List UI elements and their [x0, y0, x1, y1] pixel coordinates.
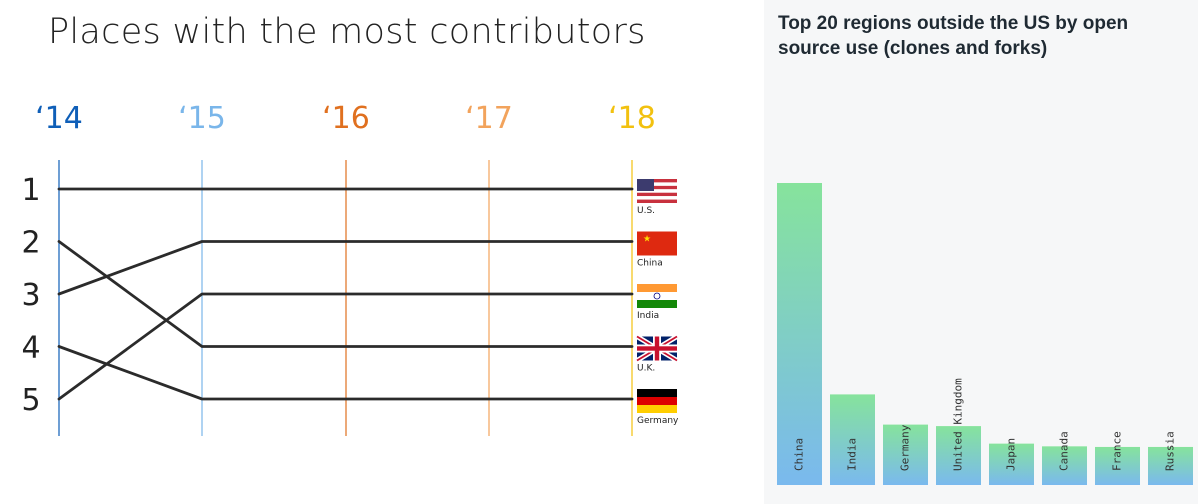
bar [883, 424, 928, 485]
bar [989, 443, 1034, 485]
rank-label: 4 [21, 331, 40, 366]
bump-chart: Places with the most contributors ‘14 ‘15… [21, 12, 679, 436]
svg-text:★: ★ [643, 235, 651, 245]
bump-chart-title: Places with the most contributors [48, 12, 646, 52]
bar-label: Canada [1058, 431, 1071, 471]
bar-chart-plot: China India Germany United Kingdom Japan Cana… [777, 183, 1193, 485]
bar [830, 394, 875, 485]
china-flag-icon: ★ [637, 231, 677, 256]
us-flag-icon [637, 179, 677, 203]
country-label: U.K. [637, 364, 655, 374]
bar [1095, 446, 1140, 485]
bar [1042, 446, 1087, 485]
bump-chart-plot: ‘14 ‘15 ‘16 ‘17 ‘18 1 2 3 4 5 U.S. ★ China India U.K. G… [21, 101, 679, 436]
year-label: ‘17 [465, 101, 513, 136]
year-label: ‘16 [322, 101, 370, 136]
country-line [57, 240, 634, 296]
uk-flag-icon [635, 334, 679, 363]
rank-label: 3 [21, 278, 40, 313]
year-label: ‘18 [608, 101, 656, 136]
bar-label: France [1111, 431, 1124, 471]
country-line [57, 240, 634, 348]
bar-label: Germany [899, 424, 912, 471]
bar-label: Russia [1164, 431, 1177, 471]
year-label: ‘15 [178, 101, 226, 136]
bar-chart-title: Top 20 regions outside the US by open so… [778, 13, 1129, 59]
bar-label: India [846, 438, 859, 471]
country-label: U.S. [637, 206, 655, 216]
bar [936, 426, 981, 485]
bar [777, 183, 822, 485]
bar-label: Japan [1005, 438, 1018, 471]
bar-chart-panel: Top 20 regions outside the US by open so… [764, 0, 1198, 504]
bar-label: United Kingdom [952, 378, 965, 471]
country-label: China [637, 259, 663, 269]
country-label: Germany [637, 416, 679, 426]
rank-label: 5 [21, 383, 40, 418]
bar-label: China [793, 438, 806, 471]
india-flag-icon [637, 284, 677, 308]
country-label: India [637, 311, 659, 321]
bar [1148, 446, 1193, 485]
rank-label: 1 [21, 173, 40, 208]
country-line [57, 292, 634, 401]
year-label: ‘14 [35, 101, 83, 136]
rank-label: 2 [21, 226, 40, 261]
germany-flag-icon [637, 389, 677, 413]
country-line [57, 345, 634, 401]
